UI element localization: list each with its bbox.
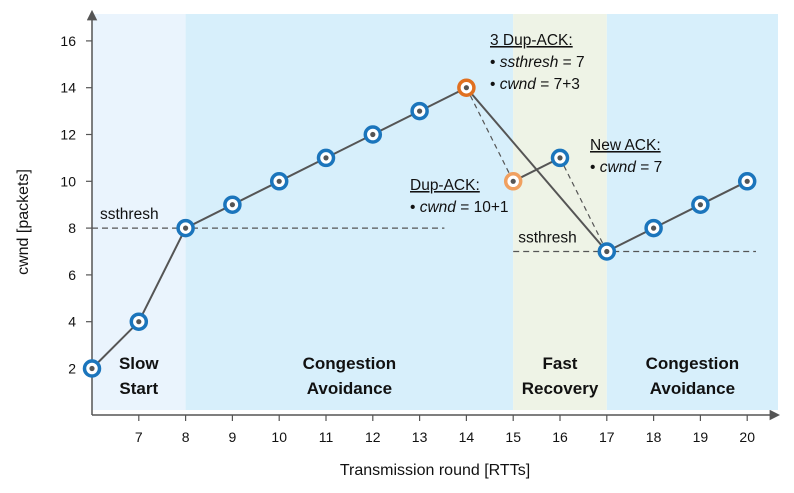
region-label-2-0: Fast [543, 354, 578, 373]
data-point-dot [89, 365, 95, 372]
x-tick-label-17: 17 [599, 429, 615, 445]
x-tick-label-12: 12 [365, 429, 381, 445]
x-tick-label-11: 11 [319, 429, 334, 445]
x-tick-label-18: 18 [646, 429, 662, 445]
data-point-dot [510, 178, 516, 184]
annotation-bullet: • cwnd = 7 [590, 159, 662, 176]
x-tick-label-20: 20 [739, 429, 755, 445]
x-tick-label-13: 13 [412, 429, 428, 445]
x-tick-label-14: 14 [459, 429, 475, 445]
data-point-dot [323, 155, 329, 161]
data-point-dot [229, 202, 235, 208]
annotation-bullet: • cwnd = 10+1 [410, 199, 509, 216]
annotation-1: Dup-ACK: • cwnd = 10+1 [410, 177, 509, 216]
x-tick-label-7: 7 [135, 429, 143, 445]
annotations: 3 Dup-ACK: • ssthresh = 7 • cwnd = 7+3 Dup-… [410, 32, 662, 216]
x-tick-label-19: 19 [693, 429, 709, 445]
data-point [737, 172, 757, 191]
y-tick-label-2: 2 [68, 361, 76, 377]
region-label-0-1: Start [119, 379, 158, 398]
annotation-title: New ACK: [590, 137, 661, 154]
annotation-title: Dup-ACK: [410, 177, 480, 194]
data-point [223, 195, 242, 214]
x-tick-label-10: 10 [271, 429, 287, 445]
region-label-1-1: Avoidance [307, 379, 392, 398]
region-1 [185, 14, 514, 410]
data-point [410, 101, 429, 121]
data-point-dot [276, 178, 282, 184]
region-0 [92, 14, 186, 410]
annotation-title: 3 Dup-ACK: [490, 32, 573, 49]
x-axis-title: Transmission round [RTTs] [340, 462, 530, 479]
data-point [457, 78, 476, 97]
data-point-dot [183, 225, 189, 231]
ssthresh-label-0: ssthresh [100, 206, 159, 223]
data-point [82, 359, 102, 378]
x-tick-label-8: 8 [182, 429, 190, 445]
y-tick-label-4: 4 [68, 314, 76, 330]
y-tick-label-14: 14 [60, 80, 76, 96]
y-axis-title: cwnd [packets] [15, 169, 32, 275]
data-point-dot [557, 155, 563, 161]
data-point [550, 148, 570, 168]
data-point-dot [136, 319, 142, 325]
y-tick-label-6: 6 [68, 267, 76, 283]
region-3 [606, 14, 778, 410]
region-label-0-0: Slow [119, 354, 159, 373]
region-label-2-1: Recovery [522, 379, 599, 398]
series-points [82, 78, 757, 378]
ssthresh-lines: ssthresh ssthresh [92, 206, 756, 253]
annotation-bullet: • cwnd = 7+3 [490, 76, 580, 93]
data-point-dot [604, 248, 610, 255]
data-point-dot [370, 131, 376, 138]
region-labels: Slow Start Congestion Avoidance Fast Recovery… [119, 354, 739, 398]
data-point-dot [463, 85, 469, 91]
data-point [129, 312, 149, 331]
data-point [503, 172, 523, 191]
data-point-dot [417, 108, 423, 114]
x-tick-label-9: 9 [229, 429, 237, 445]
data-point [269, 172, 289, 191]
region-label-3-0: Congestion [646, 354, 740, 373]
tick-labels: 7 8 9 10 11 12 13 14 15 16 17 18 19 20 2 4 6 8 10 12 14 16 [60, 33, 755, 445]
y-tick-label-16: 16 [60, 33, 76, 49]
data-point-dot [651, 225, 657, 231]
y-tick-label-10: 10 [60, 173, 76, 189]
data-point [176, 218, 195, 238]
x-tick-label-15: 15 [505, 429, 521, 445]
data-point [597, 242, 617, 261]
region-label-3-1: Avoidance [650, 379, 735, 398]
annotation-0: 3 Dup-ACK: • ssthresh = 7 • cwnd = 7+3 [490, 32, 585, 93]
data-point-dot [697, 202, 704, 208]
x-tick-label-16: 16 [552, 429, 568, 445]
data-point [316, 148, 336, 168]
y-tick-label-12: 12 [60, 127, 76, 143]
axes [86, 9, 781, 421]
data-point [363, 125, 383, 144]
region-label-1-0: Congestion [303, 354, 397, 373]
y-tick-label-8: 8 [68, 220, 76, 236]
region-2 [513, 14, 607, 410]
phase-regions [92, 14, 778, 410]
ssthresh-label-1: ssthresh [518, 230, 577, 247]
data-point-dot [744, 178, 750, 184]
data-point [691, 195, 710, 214]
annotation-bullet: • ssthresh = 7 [490, 54, 585, 71]
annotation-2: New ACK: • cwnd = 7 [590, 137, 662, 176]
data-point [644, 218, 663, 238]
